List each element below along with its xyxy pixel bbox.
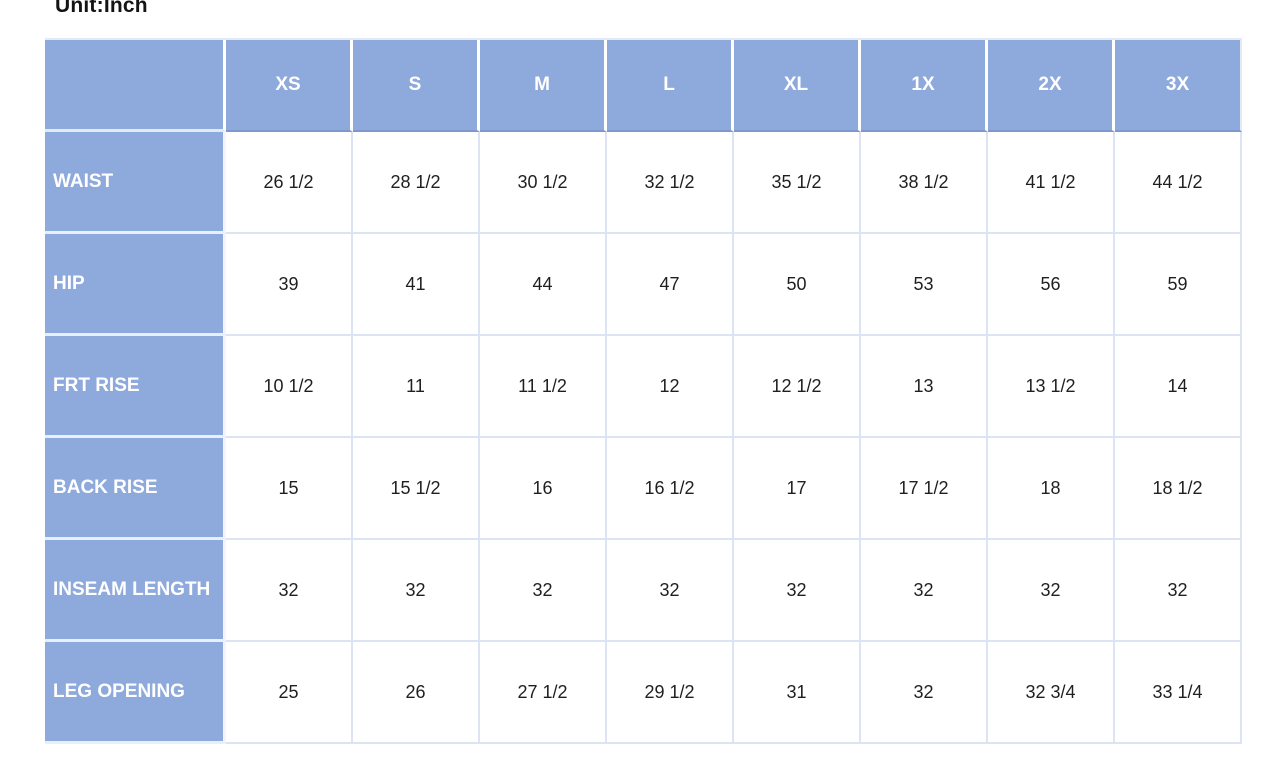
measurement-value-cell: 28 1/2 <box>353 132 480 234</box>
size-column-header: 3X <box>1115 40 1242 132</box>
size-column-header: M <box>480 40 607 132</box>
table-body: WAIST 26 1/2 28 1/2 30 1/2 32 1/2 35 1/2 38 1/… <box>45 132 1242 744</box>
measurement-value-cell: 32 <box>353 540 480 642</box>
measurement-value-cell: 50 <box>734 234 861 336</box>
measurement-value-cell: 32 <box>607 540 734 642</box>
measurement-value-cell: 32 <box>226 540 353 642</box>
measurement-row-label: INSEAM LENGTH <box>45 540 226 642</box>
measurement-value-cell: 30 1/2 <box>480 132 607 234</box>
size-column-header: XS <box>226 40 353 132</box>
measurement-row-label: BACK RISE <box>45 438 226 540</box>
measurement-value-cell: 29 1/2 <box>607 642 734 744</box>
table-row: BACK RISE 15 15 1/2 16 16 1/2 17 17 1/2 18 18 1/… <box>45 438 1242 540</box>
measurement-value-cell: 32 <box>861 642 988 744</box>
measurement-row-label: WAIST <box>45 132 226 234</box>
measurement-value-cell: 41 <box>353 234 480 336</box>
measurement-value-cell: 11 1/2 <box>480 336 607 438</box>
size-column-header: XL <box>734 40 861 132</box>
size-column-header: 1X <box>861 40 988 132</box>
measurement-value-cell: 35 1/2 <box>734 132 861 234</box>
measurement-value-cell: 33 1/4 <box>1115 642 1242 744</box>
measurement-value-cell: 17 1/2 <box>861 438 988 540</box>
measurement-value-cell: 15 <box>226 438 353 540</box>
measurement-value-cell: 56 <box>988 234 1115 336</box>
measurement-value-cell: 13 <box>861 336 988 438</box>
corner-cell <box>45 40 226 132</box>
measurement-value-cell: 31 <box>734 642 861 744</box>
measurement-value-cell: 18 1/2 <box>1115 438 1242 540</box>
measurement-value-cell: 26 1/2 <box>226 132 353 234</box>
measurement-row-label: HIP <box>45 234 226 336</box>
measurement-value-cell: 16 <box>480 438 607 540</box>
measurement-value-cell: 12 <box>607 336 734 438</box>
measurement-value-cell: 44 <box>480 234 607 336</box>
table-row: WAIST 26 1/2 28 1/2 30 1/2 32 1/2 35 1/2 38 1/… <box>45 132 1242 234</box>
measurement-value-cell: 38 1/2 <box>861 132 988 234</box>
measurement-value-cell: 53 <box>861 234 988 336</box>
measurement-value-cell: 32 <box>861 540 988 642</box>
table-row: LEG OPENING 25 26 27 1/2 29 1/2 31 32 32 3/4 33 … <box>45 642 1242 744</box>
measurement-value-cell: 17 <box>734 438 861 540</box>
size-column-header: L <box>607 40 734 132</box>
measurement-value-cell: 14 <box>1115 336 1242 438</box>
measurement-value-cell: 32 <box>1115 540 1242 642</box>
measurement-value-cell: 26 <box>353 642 480 744</box>
size-column-header: 2X <box>988 40 1115 132</box>
measurement-value-cell: 44 1/2 <box>1115 132 1242 234</box>
measurement-value-cell: 10 1/2 <box>226 336 353 438</box>
measurement-value-cell: 32 <box>988 540 1115 642</box>
unit-label: Unit:Inch <box>55 0 148 17</box>
measurement-value-cell: 12 1/2 <box>734 336 861 438</box>
measurement-value-cell: 15 1/2 <box>353 438 480 540</box>
size-chart-table: XS S M L XL 1X 2X 3X WAIST 26 1/2 28 1/2 30 1/2 32 … <box>45 38 1242 744</box>
table-row: FRT RISE 10 1/2 11 11 1/2 12 12 1/2 13 13 1/2 14 <box>45 336 1242 438</box>
header-row: XS S M L XL 1X 2X 3X <box>45 40 1242 132</box>
measurement-value-cell: 59 <box>1115 234 1242 336</box>
measurement-value-cell: 32 1/2 <box>607 132 734 234</box>
measurement-value-cell: 32 <box>734 540 861 642</box>
measurement-value-cell: 39 <box>226 234 353 336</box>
measurement-value-cell: 32 <box>480 540 607 642</box>
measurement-value-cell: 32 3/4 <box>988 642 1115 744</box>
size-column-header: S <box>353 40 480 132</box>
measurement-value-cell: 25 <box>226 642 353 744</box>
measurement-value-cell: 13 1/2 <box>988 336 1115 438</box>
table-row: INSEAM LENGTH 32 32 32 32 32 32 32 32 <box>45 540 1242 642</box>
measurement-value-cell: 41 1/2 <box>988 132 1115 234</box>
measurement-row-label: LEG OPENING <box>45 642 226 744</box>
measurement-value-cell: 18 <box>988 438 1115 540</box>
measurement-row-label: FRT RISE <box>45 336 226 438</box>
measurement-value-cell: 16 1/2 <box>607 438 734 540</box>
measurement-value-cell: 47 <box>607 234 734 336</box>
table-row: HIP 39 41 44 47 50 53 56 59 <box>45 234 1242 336</box>
measurement-value-cell: 11 <box>353 336 480 438</box>
measurement-value-cell: 27 1/2 <box>480 642 607 744</box>
